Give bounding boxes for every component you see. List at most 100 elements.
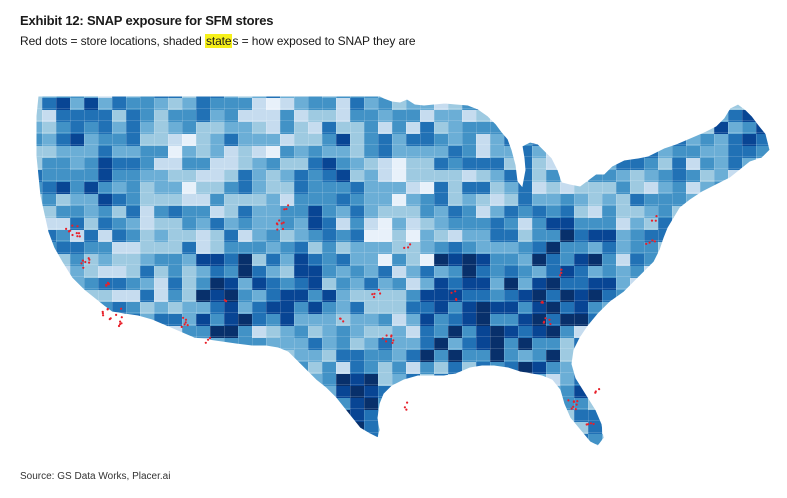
county-tile	[630, 302, 644, 314]
county-tile	[140, 338, 154, 350]
county-tile	[714, 398, 728, 410]
store-location-dot	[223, 299, 226, 302]
county-tile	[154, 446, 168, 458]
county-tile	[462, 374, 476, 386]
county-tile	[112, 434, 126, 446]
county-tile	[84, 338, 98, 362]
county-tile	[644, 398, 658, 410]
county-tile	[686, 362, 700, 374]
county-tile	[56, 338, 70, 350]
county-tile	[70, 350, 84, 362]
county-tile	[322, 422, 336, 434]
county-tile	[490, 96, 504, 98]
county-tile	[448, 374, 462, 386]
county-tile	[280, 446, 308, 470]
county-tile	[644, 314, 658, 326]
county-tile	[700, 194, 714, 206]
county-tile	[686, 110, 714, 122]
county-tile	[616, 386, 630, 398]
store-location-dot	[594, 391, 597, 394]
county-tile	[588, 96, 602, 98]
county-tile	[602, 398, 630, 410]
county-tile	[36, 278, 42, 290]
county-tile	[686, 314, 714, 326]
store-location-dot	[278, 219, 281, 222]
store-location-dot	[549, 322, 552, 326]
county-tile	[518, 96, 546, 98]
county-tile	[756, 302, 770, 314]
county-tile	[308, 398, 336, 410]
county-tile	[98, 422, 112, 434]
store-location-dot	[598, 388, 601, 391]
county-tile	[574, 110, 602, 122]
county-tile	[112, 326, 140, 338]
store-location-dot	[119, 320, 122, 323]
county-tile	[84, 422, 112, 434]
county-tile	[56, 446, 70, 458]
county-tile	[700, 410, 714, 422]
county-tile	[532, 410, 546, 422]
store-location-dot	[105, 283, 108, 286]
county-tile	[616, 374, 630, 398]
store-location-dot	[180, 325, 183, 328]
county-tile	[658, 96, 672, 98]
store-location-dot	[282, 221, 285, 224]
county-tile	[154, 338, 182, 350]
county-tile	[308, 434, 322, 446]
county-tile	[756, 422, 770, 434]
county-tile	[770, 86, 784, 98]
county-tile	[742, 422, 756, 434]
county-tile	[644, 326, 658, 338]
county-tile	[42, 434, 70, 446]
store-location-dot	[101, 312, 104, 315]
county-tile	[756, 350, 770, 362]
county-tile	[350, 446, 364, 458]
county-tile	[770, 398, 784, 410]
county-tile	[686, 350, 714, 362]
county-tile	[98, 386, 126, 398]
county-tile	[210, 350, 238, 362]
county-tile	[126, 398, 140, 410]
county-tile	[714, 266, 728, 278]
county-tile	[392, 410, 406, 434]
county-tile	[546, 98, 560, 110]
county-tile	[672, 410, 686, 422]
county-tile	[616, 134, 630, 146]
county-tile	[378, 434, 392, 446]
county-tile	[42, 374, 56, 386]
county-tile	[630, 446, 658, 458]
county-tile	[56, 410, 70, 422]
county-tile	[672, 110, 686, 122]
county-tile	[672, 326, 686, 338]
county-tile	[658, 122, 672, 146]
store-location-dot	[406, 401, 409, 404]
county-tile	[490, 398, 504, 422]
store-location-dot	[592, 422, 595, 426]
county-tile	[182, 410, 210, 422]
store-location-dot	[204, 341, 207, 344]
county-tile	[728, 314, 742, 326]
county-tile	[392, 386, 406, 398]
county-tile	[700, 398, 714, 410]
county-tile	[294, 422, 308, 434]
county-tile	[602, 326, 616, 350]
county-tile	[98, 362, 126, 386]
county-tile	[616, 326, 644, 338]
county-tile	[280, 386, 308, 398]
county-tile	[602, 410, 616, 434]
county-tile	[742, 362, 756, 374]
county-tile	[560, 98, 574, 110]
county-tile	[42, 350, 56, 362]
county-tile	[630, 290, 644, 302]
county-tile	[434, 422, 448, 434]
county-tile	[490, 98, 504, 110]
county-tile	[588, 338, 602, 362]
store-location-dot	[120, 307, 123, 310]
county-tile	[630, 374, 644, 386]
county-tile	[266, 434, 294, 446]
county-tile	[658, 326, 672, 338]
county-tile	[658, 446, 672, 458]
county-tile	[112, 362, 126, 386]
county-tile	[70, 434, 84, 446]
